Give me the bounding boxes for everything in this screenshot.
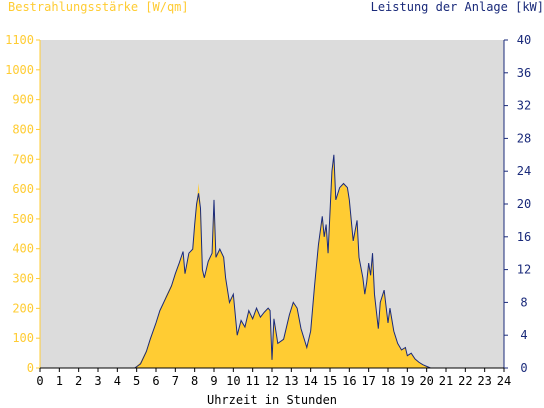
right-tick-label: 12 — [517, 263, 531, 277]
right-tick-label: 20 — [517, 197, 531, 211]
x-tick-label: 12 — [265, 374, 279, 388]
x-tick-label: 20 — [419, 374, 433, 388]
left-tick-label: 100 — [12, 331, 34, 345]
x-tick-label: 15 — [323, 374, 337, 388]
left-tick-label: 300 — [12, 272, 34, 286]
left-tick-label: 900 — [12, 93, 34, 107]
x-tick-label: 4 — [114, 374, 121, 388]
x-tick-label: 18 — [381, 374, 395, 388]
x-tick-label: 17 — [361, 374, 375, 388]
right-tick-label: 16 — [517, 230, 531, 244]
left-axis-title: Bestrahlungsstärke [W/qm] — [8, 0, 189, 14]
right-tick-label: 0 — [520, 361, 527, 375]
x-tick-label: 0 — [36, 374, 43, 388]
left-tick-label: 500 — [12, 212, 34, 226]
right-axis-title: Leistung der Anlage [kW] — [370, 0, 544, 14]
right-tick-label: 32 — [517, 99, 531, 113]
x-tick-label: 19 — [400, 374, 414, 388]
x-tick-label: 22 — [458, 374, 472, 388]
x-tick-label: 11 — [245, 374, 259, 388]
left-tick-label: 700 — [12, 152, 34, 166]
left-tick-label: 1100 — [5, 33, 34, 47]
x-tick-label: 21 — [439, 374, 453, 388]
x-tick-label: 14 — [303, 374, 317, 388]
left-tick-label: 400 — [12, 242, 34, 256]
x-tick-label: 8 — [191, 374, 198, 388]
x-tick-label: 5 — [133, 374, 140, 388]
x-tick-label: 23 — [477, 374, 491, 388]
right-tick-label: 24 — [517, 164, 531, 178]
x-tick-label: 7 — [172, 374, 179, 388]
x-tick-label: 2 — [75, 374, 82, 388]
left-tick-label: 600 — [12, 182, 34, 196]
right-tick-label: 40 — [517, 33, 531, 47]
right-tick-label: 36 — [517, 66, 531, 80]
left-tick-label: 800 — [12, 122, 34, 136]
x-tick-label: 24 — [497, 374, 511, 388]
x-tick-label: 1 — [56, 374, 63, 388]
x-tick-label: 3 — [94, 374, 101, 388]
x-tick-label: 16 — [342, 374, 356, 388]
x-axis-title: Uhrzeit in Stunden — [206, 393, 338, 407]
x-tick-label: 13 — [284, 374, 298, 388]
right-tick-label: 4 — [520, 328, 527, 342]
right-tick-label: 28 — [517, 131, 531, 145]
left-tick-label: 200 — [12, 301, 34, 315]
left-tick-label: 1000 — [5, 63, 34, 77]
x-tick-label: 10 — [226, 374, 240, 388]
x-tick-label: 6 — [152, 374, 159, 388]
plot-background — [40, 40, 504, 368]
power-line — [40, 154, 504, 369]
right-tick-label: 8 — [520, 295, 527, 309]
x-tick-label: 9 — [210, 374, 217, 388]
left-tick-label: 0 — [27, 361, 34, 375]
